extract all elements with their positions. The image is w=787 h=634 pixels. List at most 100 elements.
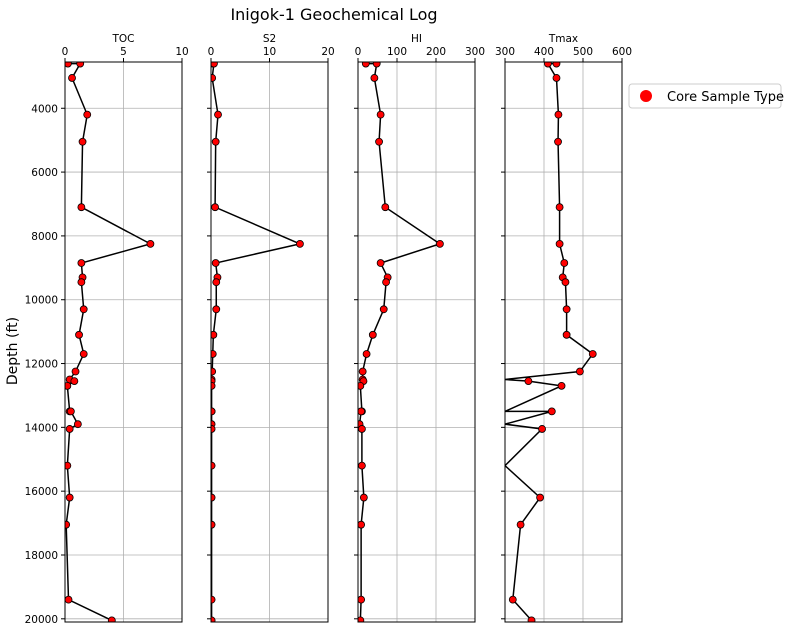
y-tick-label: 10000 (25, 295, 58, 307)
legend: Core Sample Type (628, 83, 784, 109)
data-point (544, 62, 552, 68)
data-point (71, 367, 80, 376)
x-tick-label: 600 (612, 46, 632, 58)
y-tick-label: 20000 (25, 614, 58, 626)
data-point (70, 377, 79, 385)
panel-s2: 0 10 20 S2 (207, 33, 335, 623)
y-axis-label: Depth (ft) (5, 317, 21, 385)
legend-marker (640, 90, 652, 102)
data-point (552, 74, 561, 82)
y-tick-label: 6000 (31, 167, 58, 179)
data-point (560, 259, 569, 267)
data-point (211, 520, 216, 529)
data-point (358, 367, 367, 376)
x-tick-label: 300 (495, 46, 515, 58)
data-point (382, 278, 390, 287)
data-point (552, 62, 561, 68)
data-point (65, 461, 72, 470)
data-point (211, 616, 216, 622)
data-point (77, 203, 86, 212)
data-point (211, 62, 218, 68)
panel-hi: 0 100 200 300 HI (354, 33, 485, 623)
data-point (358, 425, 366, 433)
x-tick-label: 0 (62, 46, 69, 58)
data-point (211, 367, 217, 376)
data-point (361, 62, 370, 68)
x-tick-label: 0 (355, 46, 362, 58)
data-point (368, 330, 377, 339)
data-point (65, 520, 71, 529)
panel-toc: 0 5 10 TOC 4000 6000 8000 10000 12000 14000 16000 1… (25, 33, 189, 626)
data-point (211, 259, 220, 267)
data-point (83, 110, 92, 119)
panel-xlabel: Tmax (548, 33, 578, 45)
data-point (79, 350, 88, 358)
x-tick-label: 10 (175, 46, 188, 58)
x-tick-label: 0 (208, 46, 215, 58)
data-point (212, 278, 221, 287)
data-point (562, 305, 571, 314)
data-point (214, 110, 222, 119)
data-point (362, 350, 371, 358)
data-point (375, 137, 383, 146)
data-point (575, 367, 584, 376)
data-point (79, 305, 88, 314)
data-point (372, 62, 381, 68)
data-point (65, 493, 74, 502)
series-line-toc (65, 62, 153, 622)
data-point (65, 381, 72, 390)
x-tick-label: 300 (465, 46, 485, 58)
data-point (211, 137, 220, 146)
data-point (359, 493, 368, 502)
series-line-hi (358, 62, 442, 621)
data-point (527, 616, 536, 622)
data-point (508, 595, 517, 604)
x-tick-label: 500 (573, 46, 593, 58)
data-point (547, 407, 556, 416)
data-point (557, 381, 566, 390)
legend-frame (628, 83, 782, 109)
data-point (358, 381, 365, 390)
data-point (524, 377, 533, 385)
y-tick-label: 8000 (31, 231, 58, 243)
data-point (588, 350, 597, 358)
data-point (77, 278, 86, 287)
data-point (65, 62, 72, 68)
x-tick-label: 200 (426, 46, 446, 58)
data-point (358, 595, 366, 604)
data-point (370, 74, 379, 82)
data-point (211, 74, 217, 82)
panel-xlabel: HI (411, 33, 422, 45)
data-point (211, 493, 216, 502)
data-point (358, 520, 366, 529)
data-point (211, 407, 216, 416)
data-point (554, 110, 563, 119)
x-tick-label: 10 (263, 46, 276, 58)
data-point (77, 259, 86, 267)
x-tick-label: 5 (120, 46, 127, 58)
data-point (435, 239, 444, 248)
data-point (555, 203, 564, 212)
x-tick-label: 100 (387, 46, 407, 58)
data-point (146, 239, 155, 248)
x-tick-label: 400 (534, 46, 554, 58)
panel-frame (504, 61, 623, 623)
data-point (536, 493, 544, 502)
data-point (296, 239, 304, 248)
panel-tmax: 300 400 500 600 Tmax (495, 33, 632, 623)
chart-title: Inigok-1 Geochemical Log (230, 5, 437, 24)
data-point (379, 305, 388, 314)
legend-label: Core Sample Type (667, 90, 784, 105)
data-point (562, 330, 571, 339)
data-point (211, 203, 219, 212)
data-point (211, 381, 216, 390)
data-point (78, 137, 87, 146)
data-point (211, 330, 218, 339)
data-point (376, 259, 385, 267)
data-point (68, 74, 76, 82)
data-point (376, 110, 385, 119)
panel-xlabel: TOC (111, 33, 134, 45)
data-point (358, 407, 366, 416)
y-tick-label: 16000 (25, 486, 58, 498)
y-tick-label: 18000 (25, 550, 58, 562)
